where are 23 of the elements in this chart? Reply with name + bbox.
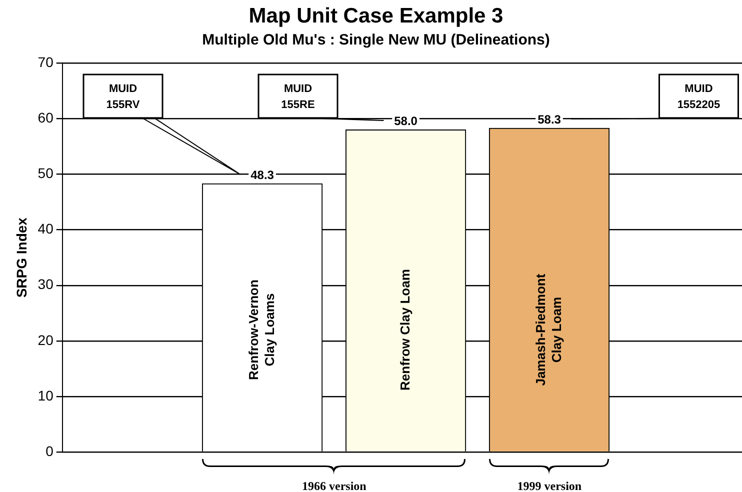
data-label: 48.3 <box>250 168 274 182</box>
y-tick-label: 0 <box>46 442 54 459</box>
callout: MUID 1552205 <box>571 74 740 120</box>
y-tick-label: 60 <box>38 110 54 126</box>
y-tick-label: 40 <box>38 220 54 237</box>
data-label: 58.0 <box>394 114 418 128</box>
text: 1966 version <box>302 479 366 492</box>
x-tick-label: Renfrow-Vernon Clay Loams <box>246 280 277 380</box>
y-tick-label: 70 <box>38 54 54 70</box>
y-tick-label: 30 <box>38 276 54 292</box>
y-tick-label: 50 <box>38 165 54 182</box>
callout: MUID 155RV <box>83 74 242 176</box>
x-tick-label: Jamash-Piedmont Clay Loam <box>532 273 564 386</box>
x-tick-label: Renfrow Clay Loam <box>397 269 412 390</box>
data-label: 58.3 <box>538 112 562 126</box>
y-axis-title: SRPG Index <box>13 217 30 298</box>
text: 1999 version <box>517 479 582 492</box>
annotation: MUID 155RE <box>281 84 315 112</box>
chart-subtitle: Multiple Old Mu's : Single New MU (Delineations) <box>202 31 550 48</box>
callout: MUID 155RE <box>258 74 385 122</box>
y-tick-label: 20 <box>38 332 54 348</box>
y-tick-label: 10 <box>38 387 54 404</box>
chart-title: Map Unit Case Example 3 <box>248 4 504 28</box>
